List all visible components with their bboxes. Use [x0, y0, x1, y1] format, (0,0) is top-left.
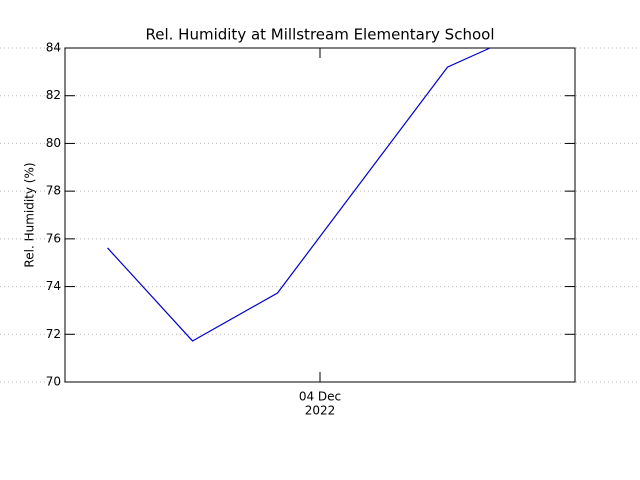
y-tick-label: 84: [46, 41, 61, 55]
y-axis-label: Rel. Humidity (%): [23, 162, 37, 267]
y-tick-label: 72: [46, 327, 61, 341]
y-tick-label: 70: [46, 375, 61, 389]
x-tick-label: 2022: [305, 404, 336, 418]
x-tick-label: 04 Dec: [299, 390, 341, 404]
y-tick-label: 82: [46, 88, 61, 102]
y-tick-label: 80: [46, 136, 61, 150]
y-tick-label: 74: [46, 279, 61, 293]
chart-title: Rel. Humidity at Millstream Elementary S…: [146, 26, 495, 44]
y-tick-label: 78: [46, 184, 61, 198]
y-tick-label: 76: [46, 231, 61, 245]
data-line: [107, 47, 491, 342]
